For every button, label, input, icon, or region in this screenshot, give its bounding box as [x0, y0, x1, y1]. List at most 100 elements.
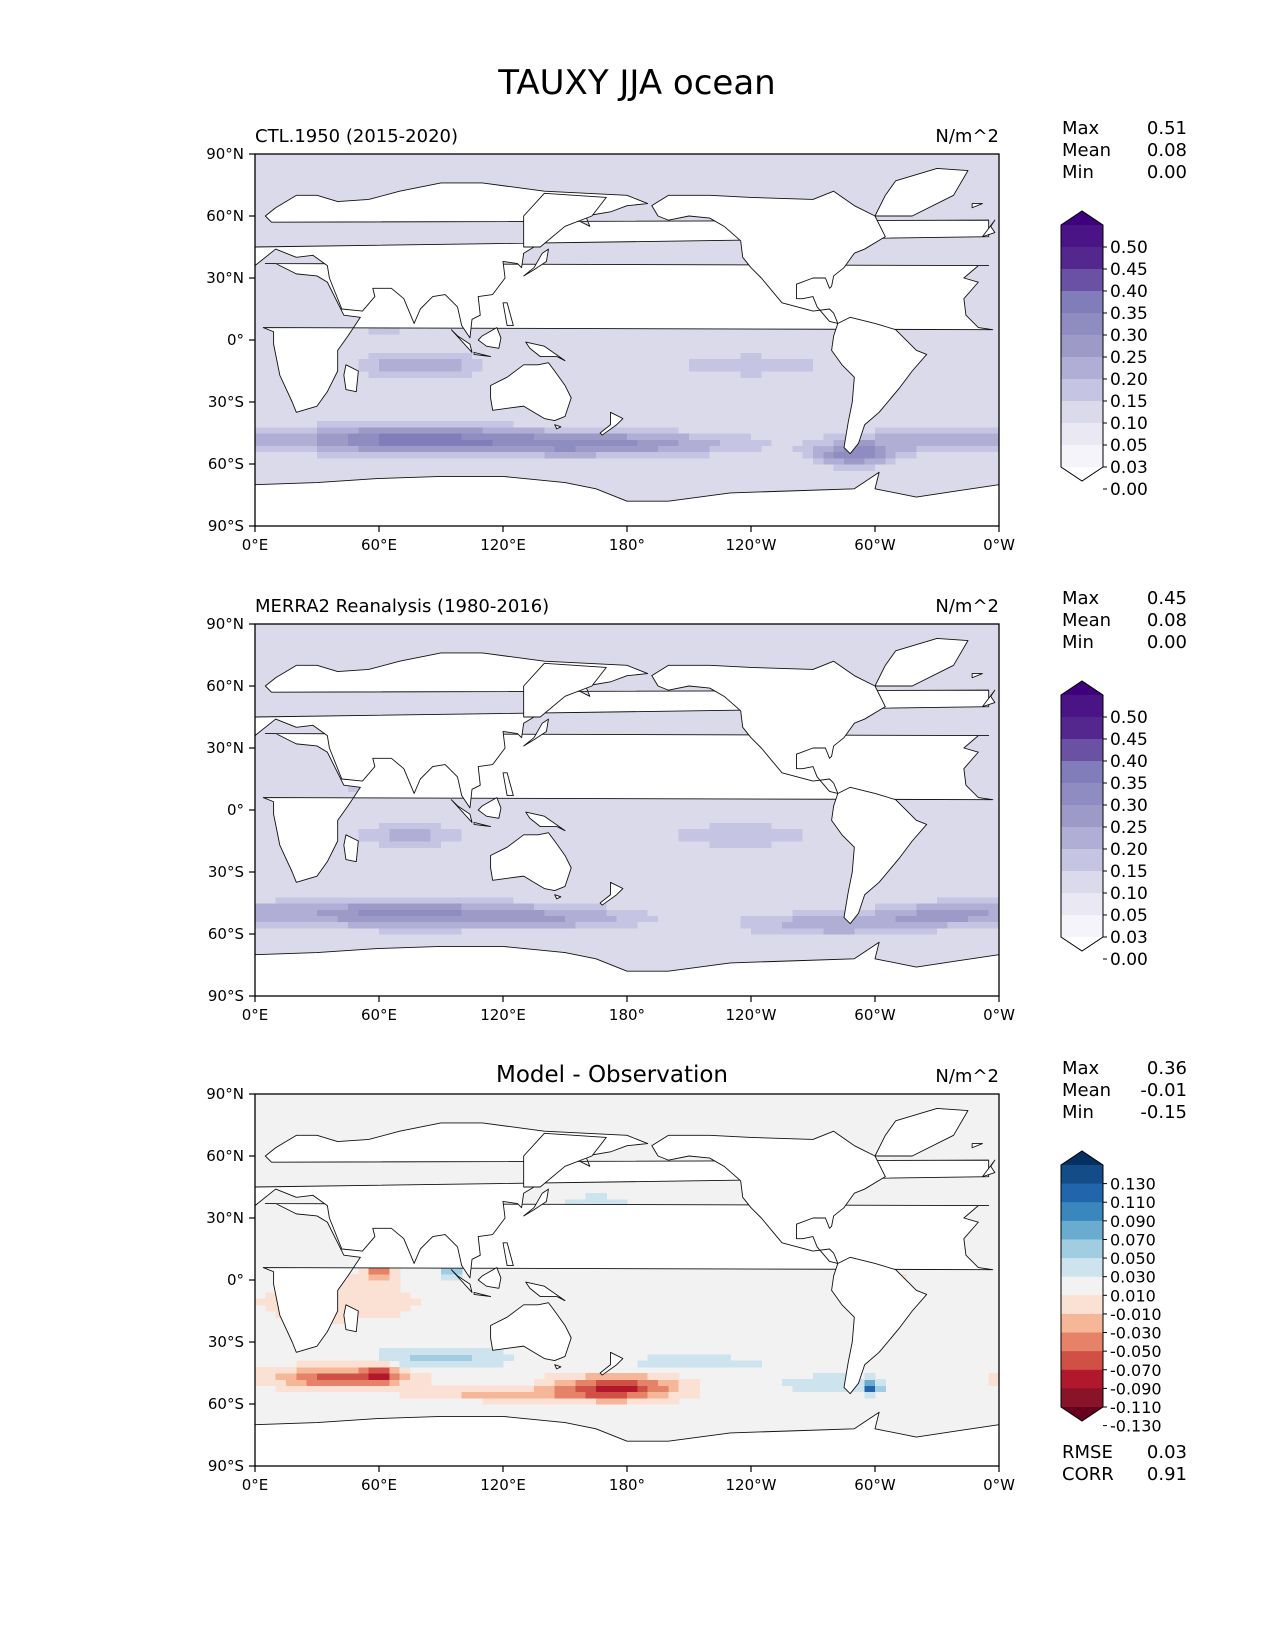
- field-cell: [389, 445, 401, 453]
- field-cell: [740, 364, 752, 372]
- field-cell: [730, 154, 742, 161]
- field-cell: [410, 172, 421, 180]
- field-cell: [792, 383, 804, 391]
- field-cell: [389, 408, 401, 415]
- field-cell: [751, 377, 762, 384]
- field-cell: [813, 389, 824, 397]
- field-cell: [503, 470, 514, 477]
- field-cell: [565, 160, 576, 167]
- field-cell: [399, 420, 411, 428]
- field-cell: [761, 160, 773, 167]
- field-cell: [709, 346, 721, 353]
- field-cell: [358, 240, 370, 248]
- field-cell: [689, 414, 700, 422]
- field-cell: [399, 408, 411, 415]
- field-cell: [441, 340, 452, 347]
- field-cell: [265, 259, 277, 267]
- field-cell: [286, 420, 297, 428]
- field-cell: [275, 748, 287, 755]
- field-cell: [575, 414, 587, 422]
- field-cell: [740, 166, 752, 174]
- field-cell: [534, 172, 545, 180]
- field-cell: [988, 346, 999, 353]
- field-cell: [678, 154, 690, 161]
- field-cell: [771, 389, 783, 397]
- field-cell: [606, 395, 618, 403]
- field-cell: [368, 185, 380, 192]
- field-cell: [926, 346, 938, 353]
- field-cell: [306, 642, 318, 650]
- field-cell: [461, 172, 473, 180]
- field-cell: [482, 358, 494, 366]
- field-cell: [286, 723, 297, 730]
- colorbar-band: [1061, 445, 1103, 468]
- panel-title: CTL.1950 (2015-2020): [255, 126, 458, 147]
- field-cell: [926, 408, 938, 415]
- field-cell: [978, 457, 990, 465]
- field-cell: [782, 439, 793, 446]
- field-cell: [637, 160, 649, 167]
- field-cell: [761, 172, 773, 180]
- field-cell: [637, 247, 649, 254]
- field-cell: [389, 470, 401, 477]
- field-cell: [472, 172, 483, 180]
- field-cell: [802, 178, 814, 186]
- field-cell: [658, 371, 669, 378]
- field-cell: [978, 451, 990, 459]
- field-cell: [296, 921, 308, 929]
- field-cell: [596, 364, 607, 372]
- field-cell: [255, 803, 266, 811]
- field-cell: [337, 346, 349, 353]
- field-cell: [337, 909, 349, 916]
- field-cell: [327, 160, 339, 167]
- field-cell: [399, 389, 411, 397]
- field-cell: [875, 191, 886, 198]
- field-cell: [854, 464, 866, 471]
- field-cell: [751, 166, 762, 174]
- field-cell: [585, 451, 597, 459]
- field-cell: [389, 222, 401, 229]
- field-cell: [451, 408, 463, 415]
- field-cell: [658, 439, 669, 446]
- x-tick-label: 0°W: [983, 536, 1015, 554]
- field-cell: [575, 476, 587, 484]
- field-cell: [265, 433, 277, 440]
- colorbar-band: [1061, 291, 1103, 314]
- field-cell: [637, 377, 649, 384]
- field-cell: [317, 772, 328, 780]
- field-cell: [430, 408, 442, 415]
- field-cell: [895, 402, 907, 409]
- field-cell: [978, 340, 990, 347]
- field-cell: [637, 327, 649, 335]
- field-cell: [596, 439, 607, 446]
- field-cell: [937, 203, 948, 211]
- field-cell: [957, 377, 969, 384]
- field-cell: [689, 371, 700, 378]
- field-cell: [947, 234, 959, 242]
- field-cell: [451, 327, 463, 335]
- field-cell: [337, 383, 349, 391]
- field-cell: [833, 464, 845, 471]
- field-cell: [751, 464, 762, 471]
- field-cell: [399, 240, 411, 248]
- field-cell: [317, 648, 328, 656]
- field-cell: [286, 655, 297, 662]
- field-cell: [565, 402, 576, 409]
- field-cell: [978, 166, 990, 174]
- field-cell: [327, 464, 339, 471]
- field-cell: [410, 228, 421, 236]
- field-cell: [575, 445, 587, 453]
- field-cell: [678, 457, 690, 465]
- field-cell: [286, 890, 297, 898]
- field-cell: [647, 439, 659, 446]
- field-cell: [296, 698, 308, 706]
- field-cell: [410, 371, 421, 378]
- field-cell: [761, 377, 773, 384]
- field-cell: [968, 290, 979, 298]
- field-cell: [348, 172, 359, 180]
- field-cell: [833, 451, 845, 459]
- field-cell: [844, 185, 855, 192]
- field-cell: [875, 482, 886, 490]
- field-cell: [895, 240, 907, 248]
- field-cell: [720, 154, 731, 161]
